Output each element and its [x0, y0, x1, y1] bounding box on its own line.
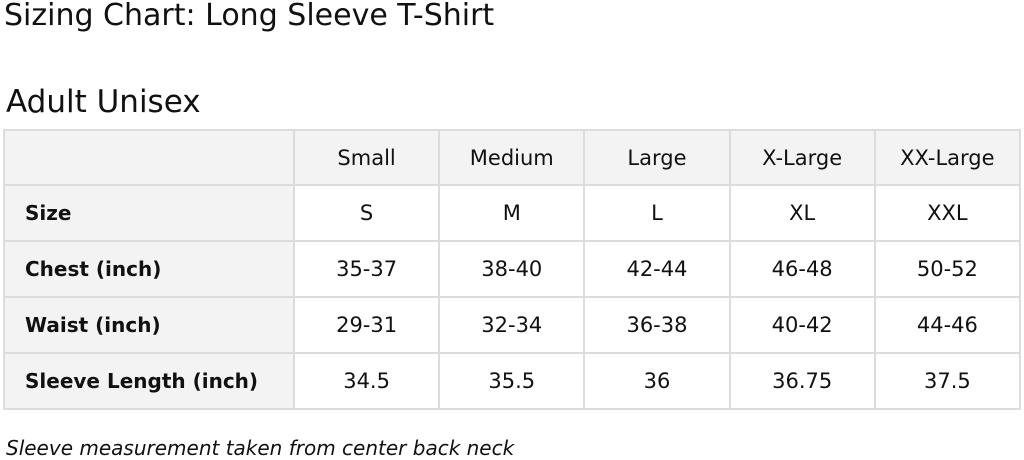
table-row: Size S M L XL XXL — [3, 184, 1022, 242]
table-cell: M — [438, 184, 586, 242]
table-row: Chest (inch) 35-37 38-40 42-44 46-48 50-52 — [3, 240, 1022, 298]
table-cell: S — [292, 184, 441, 242]
table-cell: L — [583, 184, 731, 242]
table-cell: XL — [728, 184, 876, 242]
table-cell: 38-40 — [438, 240, 586, 298]
table-cell: 36.75 — [728, 352, 876, 410]
table-cell: 50-52 — [873, 240, 1022, 298]
header-cell: Large — [583, 129, 731, 186]
table-cell: 36-38 — [583, 296, 731, 354]
table-header-row: Small Medium Large X-Large XX-Large — [3, 129, 1022, 186]
header-cell: X-Large — [728, 129, 876, 186]
sizing-table: Small Medium Large X-Large XX-Large Size… — [3, 129, 1022, 410]
header-cell: Small — [292, 129, 441, 186]
table-cell: 40-42 — [728, 296, 876, 354]
page-title: Sizing Chart: Long Sleeve T-Shirt — [4, 0, 495, 33]
table-cell: 37.5 — [873, 352, 1022, 410]
table-cell: 44-46 — [873, 296, 1022, 354]
row-label: Waist (inch) — [3, 296, 295, 354]
table-cell: 42-44 — [583, 240, 731, 298]
table-cell: 34.5 — [292, 352, 441, 410]
table-cell: 46-48 — [728, 240, 876, 298]
section-title: Adult Unisex — [6, 84, 201, 120]
table-cell: 29-31 — [292, 296, 441, 354]
table-row: Waist (inch) 29-31 32-34 36-38 40-42 44-46 — [3, 296, 1022, 354]
table-cell: 32-34 — [438, 296, 586, 354]
row-label: Size — [3, 184, 295, 242]
table-cell: 36 — [583, 352, 731, 410]
table-cell: XXL — [873, 184, 1022, 242]
row-label: Sleeve Length (inch) — [3, 352, 295, 410]
header-cell — [3, 129, 295, 186]
table-row: Sleeve Length (inch) 34.5 35.5 36 36.75 37.5 — [3, 352, 1022, 410]
row-label: Chest (inch) — [3, 240, 295, 298]
header-cell: Medium — [438, 129, 586, 186]
footnote: Sleeve measurement taken from center bac… — [6, 436, 515, 460]
table-cell: 35.5 — [438, 352, 586, 410]
header-cell: XX-Large — [873, 129, 1022, 186]
table-cell: 35-37 — [292, 240, 441, 298]
